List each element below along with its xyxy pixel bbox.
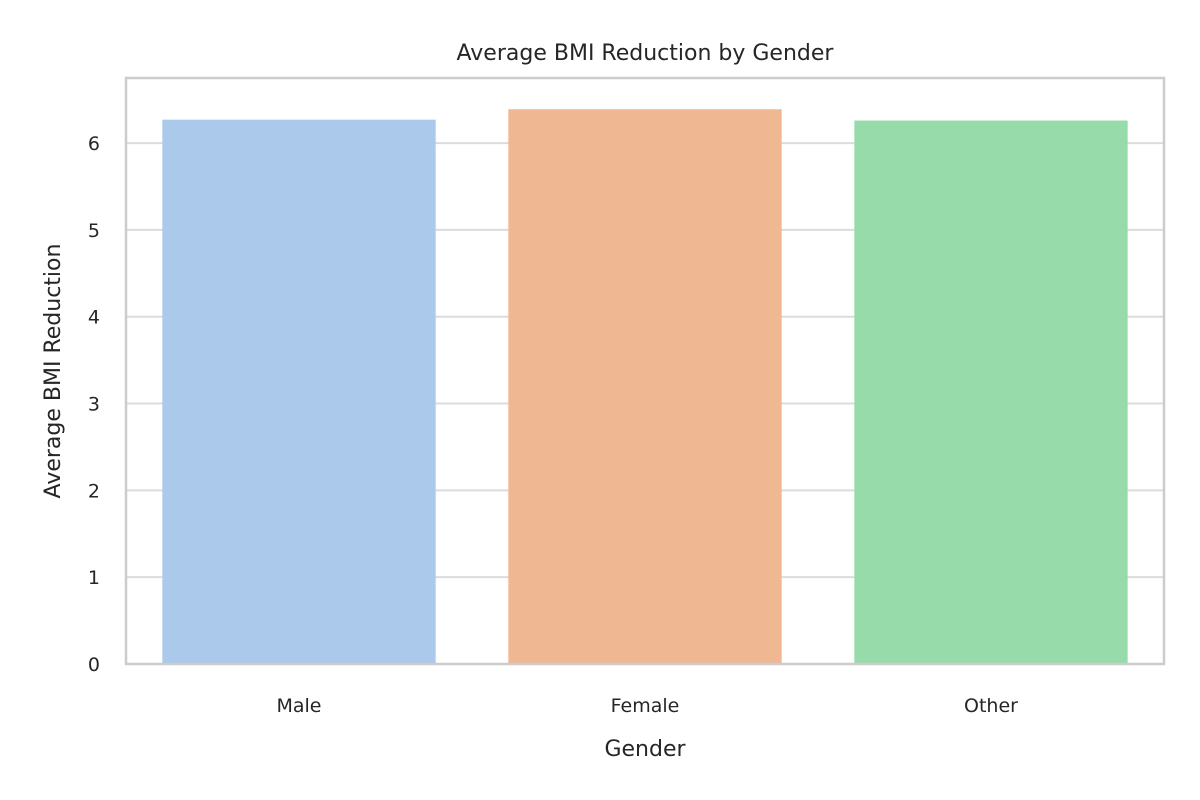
bar-male — [162, 119, 436, 664]
y-tick-label: 3 — [88, 394, 100, 416]
y-tick-label: 6 — [88, 133, 100, 155]
x-tick-labels: Male Female Other — [276, 695, 1018, 717]
x-axis-label: Gender — [604, 737, 686, 762]
x-tick-label-female: Female — [611, 695, 680, 717]
y-axis-label: Average BMI Reduction — [41, 244, 66, 499]
y-tick-labels: 0 1 2 3 4 5 6 — [88, 133, 100, 676]
y-tick-label: 2 — [88, 480, 100, 502]
x-tick-label-male: Male — [276, 695, 321, 717]
y-tick-label: 4 — [88, 307, 100, 329]
bar-other — [854, 120, 1128, 665]
y-tick-label: 5 — [88, 220, 100, 242]
y-tick-label: 1 — [88, 567, 100, 589]
y-tick-label: 0 — [88, 654, 100, 676]
chart-title: Average BMI Reduction by Gender — [457, 41, 835, 66]
bar-female — [508, 109, 782, 664]
x-tick-label-other: Other — [964, 695, 1018, 717]
bars — [162, 109, 1128, 665]
plot-frame — [124, 76, 1166, 666]
